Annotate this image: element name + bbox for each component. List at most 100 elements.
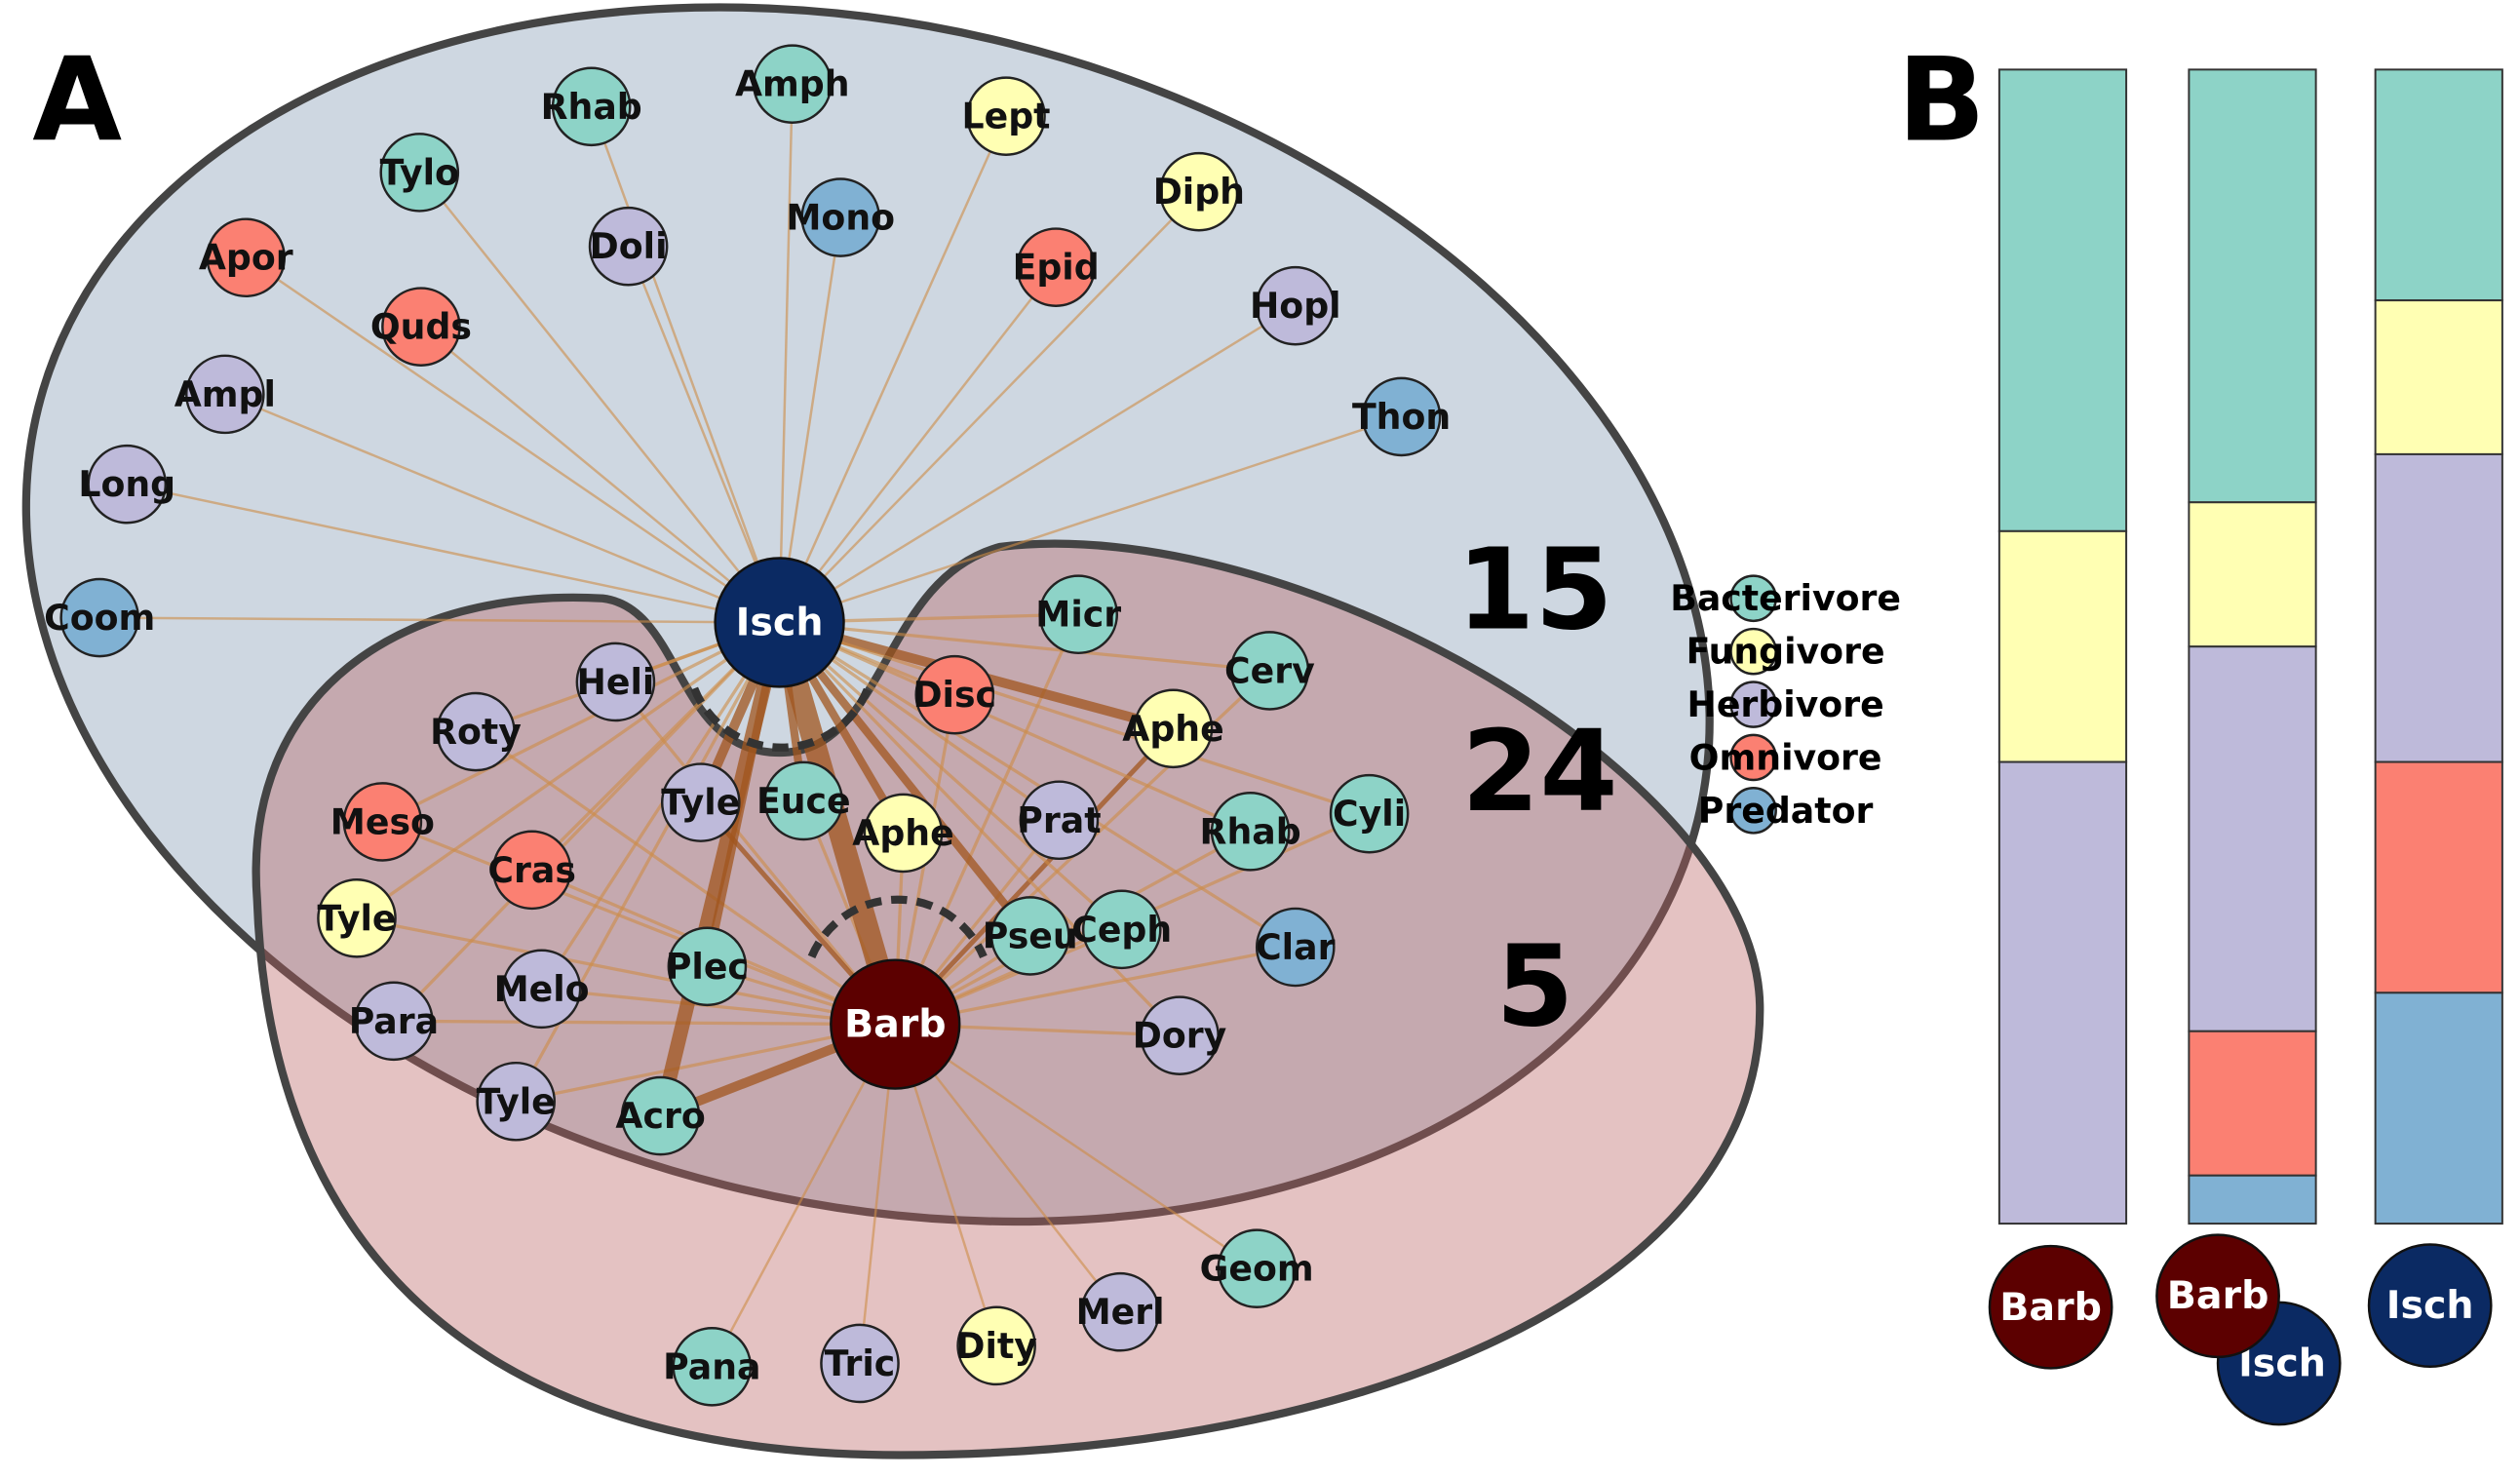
nodes: Rhab Amph Lept Tylo Mono Diph Apor Doli Epid Hopl… [44, 44, 1451, 1407]
hub-badge-label: Isch [2386, 1283, 2474, 1328]
edge [245, 256, 781, 624]
taxon-label: Merl [1076, 1291, 1165, 1333]
taxon-node [1019, 780, 1100, 861]
edge [893, 613, 1080, 1026]
hub-badge [1988, 1244, 2113, 1370]
taxon-node [956, 1305, 1036, 1386]
bar-segment [1997, 760, 2128, 1225]
taxon-node [379, 133, 460, 213]
edge [475, 730, 897, 1026]
taxon-node [1217, 1228, 1298, 1309]
taxon-label: Aphe [1122, 708, 1223, 750]
hub-node [714, 557, 845, 688]
edge [778, 84, 794, 623]
edge [356, 916, 896, 1027]
edge [894, 1023, 1258, 1270]
taxon-node [476, 1061, 557, 1142]
legend-label: Predator [1698, 790, 1874, 832]
legend-label: Herbivore [1687, 683, 1884, 725]
edge [381, 621, 781, 824]
taxon-label: Dity [955, 1325, 1036, 1367]
edge [392, 621, 781, 1023]
taxon-label: Lept [962, 96, 1051, 137]
edge [540, 621, 781, 991]
bar-segment [2188, 501, 2317, 648]
taxon-node [491, 830, 572, 911]
taxon-label: Disc [912, 674, 996, 716]
taxon-node [800, 177, 881, 257]
taxon-label: Heli [577, 661, 655, 703]
taxon-node [1159, 151, 1239, 232]
panel-label: B [1897, 33, 1985, 168]
bar-segment [2188, 1030, 2317, 1177]
bar-segment [1997, 529, 2128, 763]
taxon-label: Apor [199, 237, 293, 279]
hub-arc [807, 895, 988, 958]
taxon-label: Epid [1013, 247, 1100, 289]
taxon-label: Hopl [1250, 285, 1341, 327]
taxon-label: Tyle [317, 897, 396, 939]
hub-badge-label: Barb [1999, 1285, 2102, 1330]
hub-badge-label: Isch [2238, 1341, 2326, 1385]
taxon-node [1140, 995, 1220, 1075]
taxon-node [989, 896, 1070, 976]
bar-segment [1997, 68, 2128, 532]
taxon-node [575, 642, 656, 722]
legend-label: Bacterivore [1670, 577, 1901, 619]
set-count: 24 [1461, 707, 1618, 837]
bar-segment [2188, 1174, 2317, 1225]
bar-segment [2374, 760, 2503, 994]
taxon-label: Ampl [174, 373, 276, 415]
taxon-label: Rhab [541, 86, 642, 128]
taxon-label: Long [78, 463, 175, 505]
taxon-node [1016, 227, 1096, 307]
legend-swatch [1729, 733, 1777, 782]
edge [894, 830, 1252, 1027]
edge [778, 216, 842, 623]
taxon-node [206, 217, 287, 298]
legend-swatch [1729, 787, 1777, 835]
edge [627, 246, 781, 623]
taxon-node [763, 760, 844, 841]
edge [590, 105, 781, 623]
edge [894, 945, 1297, 1027]
taxon-node [1210, 791, 1291, 872]
taxon-label: Tylo [380, 151, 459, 193]
hub-badge-label: Barb [2167, 1273, 2269, 1318]
taxon-label: Doli [590, 225, 668, 267]
taxon-label: Plec [666, 946, 749, 988]
edge [418, 172, 781, 624]
edge [393, 1019, 896, 1027]
edge [653, 620, 787, 1118]
taxon-node [752, 44, 833, 124]
taxon-node [551, 66, 632, 147]
taxon-node [863, 793, 944, 874]
edge [224, 393, 781, 624]
taxon-node [342, 782, 423, 862]
taxon-label: Geom [1200, 1248, 1314, 1290]
taxon-node [185, 354, 265, 435]
taxon-label: Pseu [983, 914, 1078, 956]
legend-swatch [1729, 681, 1777, 728]
taxon-node [1255, 265, 1336, 346]
taxon-label: Tyle [661, 782, 740, 824]
panel-label: A [32, 33, 122, 168]
taxon-node [1255, 907, 1336, 988]
hub-badge [2367, 1243, 2493, 1369]
taxon-label: Thon [1352, 396, 1451, 438]
taxon-node [87, 444, 168, 525]
taxon-node [317, 878, 397, 958]
taxon-node [501, 949, 582, 1030]
taxon-node [620, 1075, 701, 1156]
bar-segment [2374, 68, 2503, 302]
taxon-label: Pana [663, 1345, 760, 1387]
edge [779, 620, 1371, 816]
taxon-node [1080, 1271, 1160, 1352]
bar-segment [2374, 992, 2503, 1225]
edge [779, 415, 1402, 624]
hub-label: Isch [736, 600, 824, 644]
taxon-node [1133, 688, 1214, 769]
legend-label: Omnivore [1689, 736, 1882, 778]
hub-arc [690, 686, 872, 752]
taxon-label: Aphe [852, 812, 953, 854]
